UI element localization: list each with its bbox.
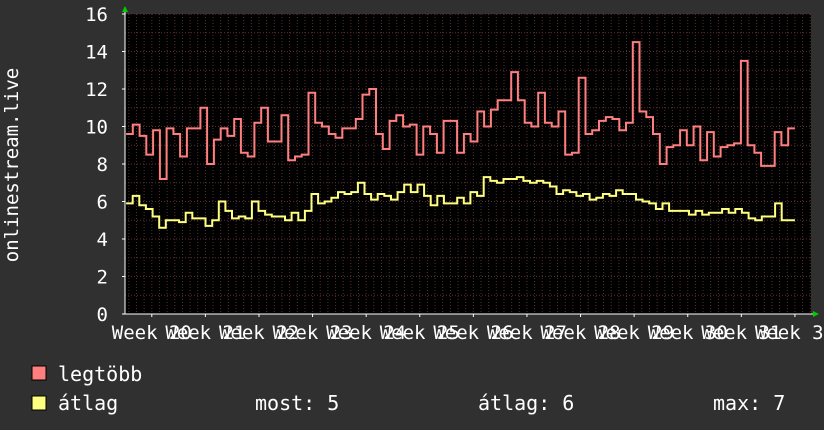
x-tick-label: Week 31 — [701, 322, 781, 344]
legend-item-atlag: átlag — [31, 391, 118, 415]
y-tick-label: 6 — [97, 192, 108, 214]
legend-swatch-legtobb — [31, 365, 47, 381]
x-tick-label: Week 30 — [648, 322, 728, 344]
x-tick-label: Week 32 — [755, 322, 824, 344]
series-line-atlag — [126, 176, 795, 229]
x-tick-label: Week 29 — [594, 322, 674, 344]
y-tick-label: 4 — [97, 229, 108, 251]
x-tick-label: Week 21 — [165, 322, 245, 344]
stat-max: max: 7 — [713, 391, 785, 415]
x-tick-label: Week 22 — [219, 322, 299, 344]
y-tick-labels: 0 2 4 6 8 10 12 14 16 — [85, 4, 125, 326]
y-tick-label: 8 — [97, 154, 108, 176]
grid — [125, 13, 811, 315]
stat-most: most: 5 — [255, 391, 339, 415]
y-axis-label: onlinestream.live — [1, 68, 23, 262]
legend-label-atlag: átlag — [58, 391, 118, 415]
x-axis-arrow — [813, 311, 819, 317]
y-axis-arrow — [122, 6, 128, 12]
stat-atlag: átlag: 6 — [478, 391, 574, 415]
y-tick-label: 10 — [85, 117, 108, 139]
series-group — [126, 41, 795, 229]
legend: legtöbb átlag most: 5 átlag: 6 max: 7 — [31, 362, 785, 415]
x-tick-label: Week 28 — [541, 322, 621, 344]
axes — [122, 6, 819, 317]
legend-item-legtobb: legtöbb — [31, 362, 142, 386]
x-tick-label: Week 23 — [273, 322, 353, 344]
y-tick-label: 14 — [85, 42, 108, 64]
x-tick-label: Week 24 — [326, 322, 406, 344]
legend-swatch-atlag — [31, 395, 47, 411]
y-tick-label: 0 — [97, 304, 108, 326]
series-line-legtobb — [126, 41, 795, 180]
x-tick-label: Week 20 — [112, 322, 192, 344]
x-tick-label: Week 27 — [487, 322, 567, 344]
y-tick-label: 2 — [97, 267, 108, 289]
y-tick-label: 12 — [85, 79, 108, 101]
x-tick-label: Week 25 — [380, 322, 460, 344]
x-tick-label: Week 26 — [433, 322, 513, 344]
legend-label-legtobb: legtöbb — [58, 362, 142, 386]
y-tick-label: 16 — [85, 4, 108, 26]
